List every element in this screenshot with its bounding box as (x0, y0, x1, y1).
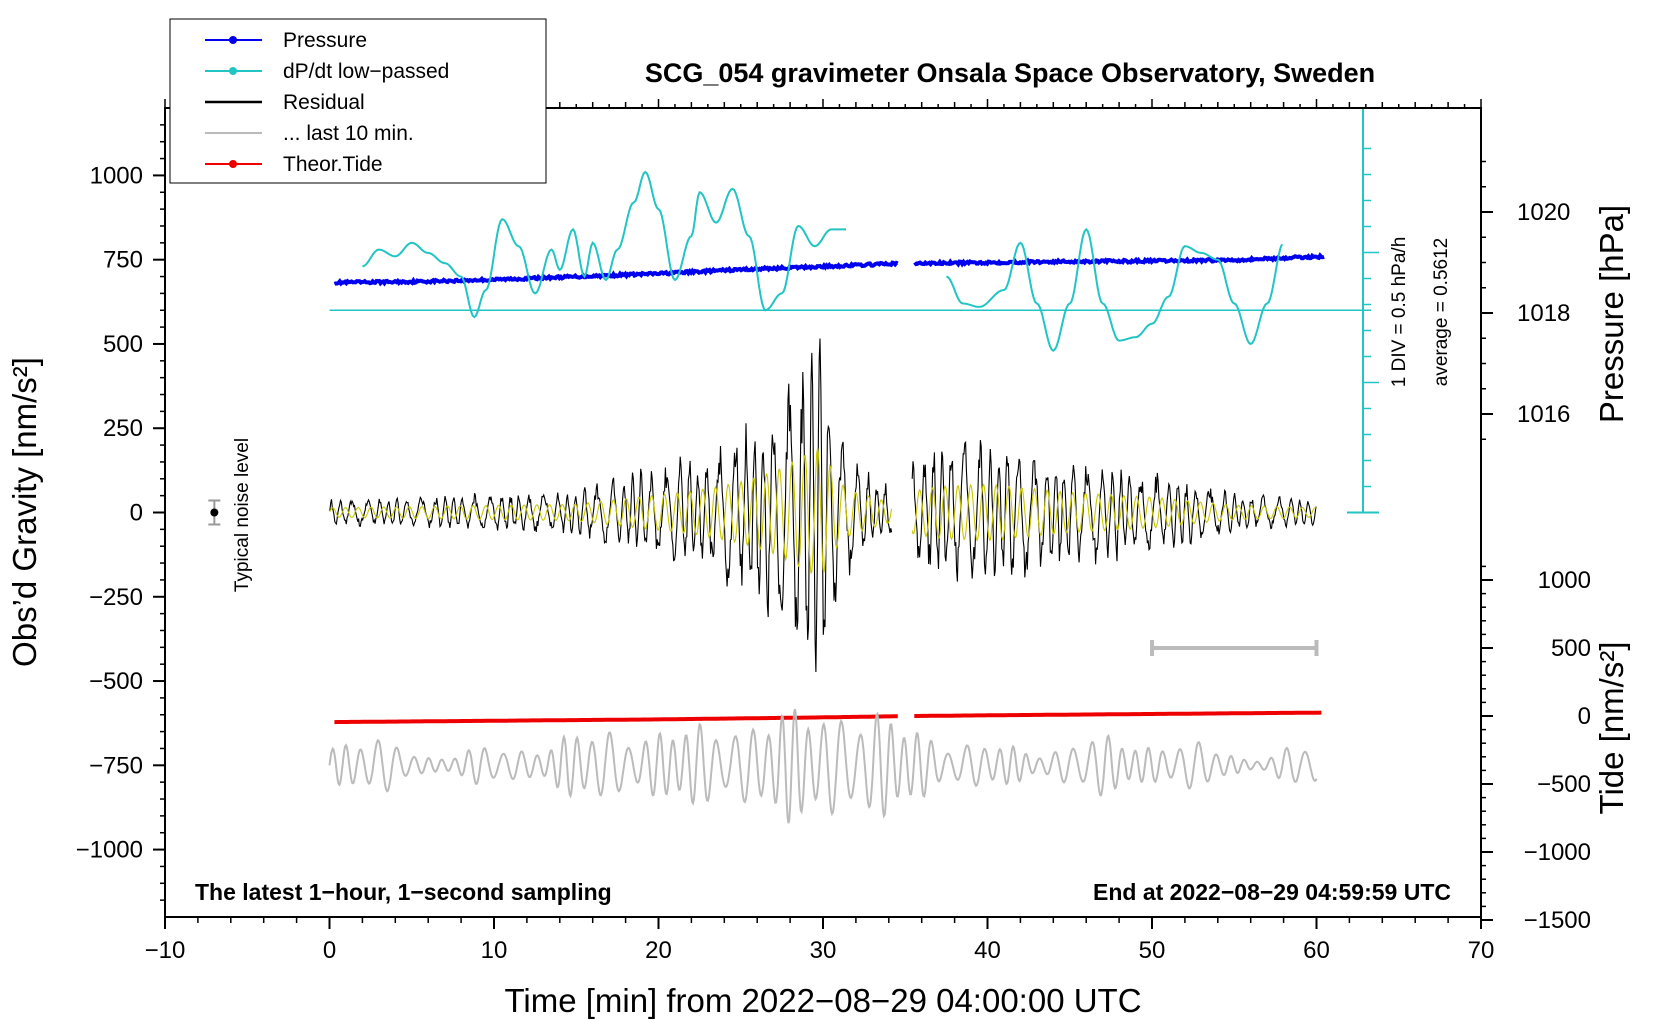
pressure-tick-label: 1018 (1517, 300, 1570, 327)
tide-tick-label: 500 (1551, 635, 1591, 662)
x-tick-label: 0 (323, 937, 336, 964)
legend-marker (229, 36, 237, 44)
y-tick-label: −1000 (76, 837, 143, 864)
chart-title: SCG_054 gravimeter Onsala Space Observat… (645, 58, 1375, 88)
pressure-line (333, 252, 1325, 287)
x-axis-title: Time [min] from 2022−08−29 04:00:00 UTC (504, 982, 1141, 1019)
data-layer (208, 108, 1379, 824)
noise-level-dot (210, 508, 219, 517)
y-tick-label: −250 (89, 584, 143, 611)
theoretical-tide-line (334, 710, 1322, 725)
legend-items: Pressure dP/dt low−passed Residual ... last… (205, 29, 449, 176)
x-tick-label: 30 (810, 937, 837, 964)
x-tick-label: 50 (1139, 937, 1166, 964)
legend-label: Residual (283, 91, 365, 114)
tide-tick-label: −500 (1537, 771, 1591, 798)
x-tick-label: 20 (645, 937, 672, 964)
y-tick-label: −750 (89, 752, 143, 779)
tide-tick-label: −1000 (1524, 839, 1591, 866)
x-tick-label: −10 (145, 937, 186, 964)
last-10-min-bracket (1150, 640, 1319, 656)
dpdt-line-1 (362, 170, 846, 319)
low-passed-trace (328, 708, 1318, 824)
y-axis-title-pressure: Pressure [hPa] (1593, 205, 1630, 423)
footer-left: The latest 1−hour, 1−second sampling (195, 879, 612, 905)
footer-right: End at 2022−08−29 04:59:59 UTC (1093, 879, 1451, 905)
plot-frame (164, 107, 1482, 918)
residual-filtered-line (329, 447, 1317, 574)
y-axis-title-left: Obs’d Gravity [nm/s²] (6, 357, 43, 667)
legend-marker (229, 67, 237, 75)
y-tick-label: 1000 (90, 162, 143, 189)
legend-label: Pressure (283, 29, 367, 52)
legend-label: Theor.Tide (283, 153, 383, 176)
y-tick-label: 0 (130, 500, 143, 527)
legend: Pressure dP/dt low−passed Residual ... last… (169, 18, 547, 184)
y-tick-label: 250 (103, 415, 143, 442)
legend-label: dP/dt low−passed (283, 60, 449, 83)
y-tick-label: 750 (103, 247, 143, 274)
tide-tick-label: −1500 (1524, 907, 1591, 934)
x-tick-label: 70 (1468, 937, 1495, 964)
legend-marker (229, 160, 237, 168)
pressure-tick-label: 1020 (1517, 199, 1570, 226)
tide-tick-label: 0 (1578, 703, 1591, 730)
dpdt-line-2 (945, 227, 1283, 352)
pressure-tick-label: 1016 (1517, 401, 1570, 428)
noise-label: Typical noise level (232, 438, 253, 592)
scale-label-div: 1 DIV = 0.5 hPa/h (1389, 237, 1410, 388)
residual-line (329, 338, 1317, 673)
tide-tick-label: 1000 (1538, 567, 1591, 594)
y-tick-label: 500 (103, 331, 143, 358)
x-tick-label: 60 (1303, 937, 1330, 964)
legend-label: ... last 10 min. (283, 122, 414, 145)
x-tick-label: 40 (974, 937, 1001, 964)
y-axis-title-tide: Tide [nm/s²] (1593, 642, 1630, 815)
y-tick-label: −500 (89, 668, 143, 695)
x-tick-label: 10 (481, 937, 508, 964)
scale-label-average: average = 0.5612 (1431, 238, 1452, 386)
